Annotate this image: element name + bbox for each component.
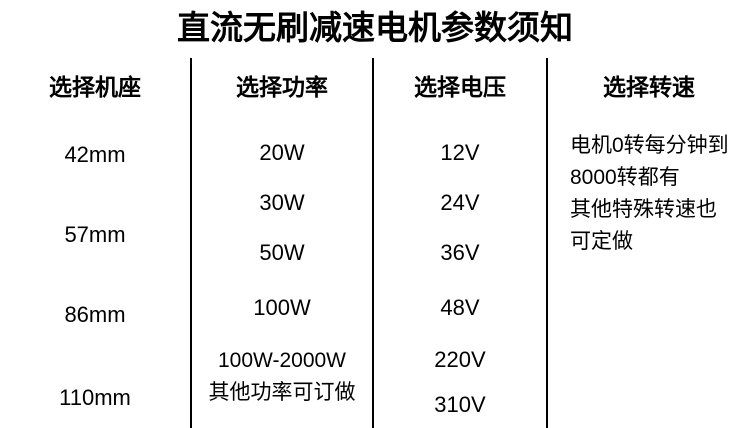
speed-notes: 电机0转每分钟到 8000转都有 其他特殊转速也 可定做 xyxy=(570,130,750,258)
cell-power-1: 20W xyxy=(259,140,305,165)
cell-frame-size-1: 42mm xyxy=(64,142,126,167)
speed-note-line-1: 电机0转每分钟到 xyxy=(570,134,729,157)
column-header-power: 选择功率 xyxy=(236,74,328,100)
cell-frame-size-3: 86mm xyxy=(64,302,126,327)
cell-power-2: 30W xyxy=(259,190,305,215)
column-header-voltage: 选择电压 xyxy=(414,74,506,100)
cell-power-3: 50W xyxy=(259,240,305,265)
cell-voltage-2: 24V xyxy=(440,190,480,215)
column-divider-1 xyxy=(190,58,192,428)
page-title: 直流无刷减速电机参数须知 xyxy=(177,9,573,46)
column-power: 选择功率 20W 30W 50W 100W 100W-2000W 其他功率可订做 xyxy=(192,58,372,428)
cell-voltage-5: 220V xyxy=(434,347,486,372)
cell-voltage-6: 310V xyxy=(434,392,486,417)
column-speed: 选择转速 电机0转每分钟到 8000转都有 其他特殊转速也 可定做 xyxy=(548,58,750,428)
speed-note-line-2: 8000转都有 xyxy=(570,166,680,189)
column-divider-2 xyxy=(372,58,374,428)
cell-power-5: 100W-2000W xyxy=(217,349,346,372)
cell-frame-size-2: 57mm xyxy=(64,222,126,247)
column-header-speed: 选择转速 xyxy=(603,74,695,100)
speed-note-line-3: 其他特殊转速也 xyxy=(570,198,717,221)
speed-note-line-4: 可定做 xyxy=(570,230,633,253)
cell-power-6: 其他功率可订做 xyxy=(208,381,356,404)
cell-power-4: 100W xyxy=(253,295,311,320)
column-voltage: 选择电压 12V 24V 36V 48V 220V 310V xyxy=(374,58,546,428)
cell-frame-size-4: 110mm xyxy=(59,385,131,410)
cell-voltage-1: 12V xyxy=(440,140,480,165)
cell-voltage-3: 36V xyxy=(440,240,480,265)
cell-voltage-4: 48V xyxy=(440,295,480,320)
column-divider-3 xyxy=(546,58,548,428)
column-frame-size: 选择机座 42mm 57mm 86mm 110mm xyxy=(0,58,190,428)
column-header-frame-size: 选择机座 xyxy=(49,74,141,100)
